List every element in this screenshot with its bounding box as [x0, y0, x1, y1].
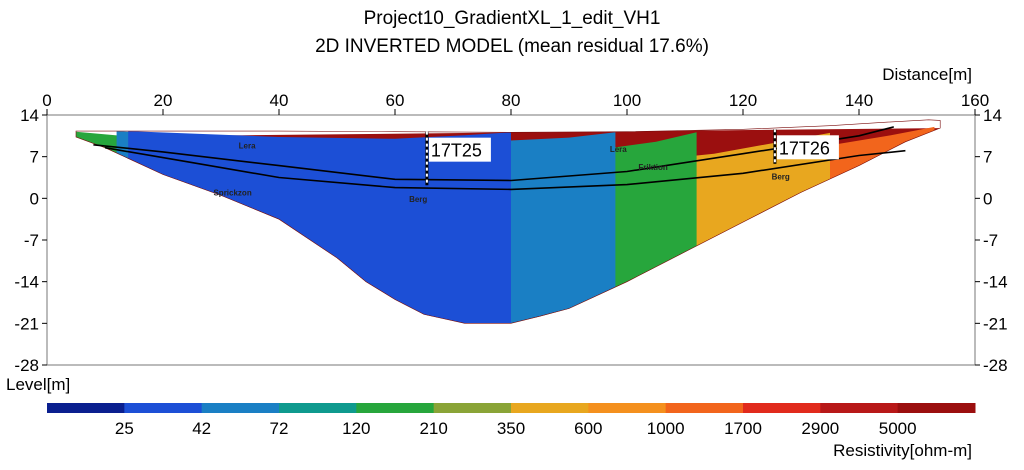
x-axis-label: Distance[m] [882, 65, 972, 84]
y-tick-label-left: 0 [30, 189, 39, 208]
colorbar-tick-label: 120 [342, 419, 370, 438]
colorbar-swatch [201, 403, 280, 413]
x-tick-label: 100 [613, 91, 641, 110]
x-tick-label: 0 [42, 91, 51, 110]
colorbar-tick-label: 600 [574, 419, 602, 438]
y-tick-label-left: 7 [30, 148, 39, 167]
colorbar-swatch [588, 403, 667, 413]
interpretation-line-lower [104, 146, 906, 191]
y-tick-label-left: -7 [24, 231, 39, 250]
resistivity-layer [128, 131, 511, 324]
colorbar-swatch [47, 403, 125, 413]
colorbar-tick-label: 1000 [647, 419, 685, 438]
x-tick-label: 40 [270, 91, 289, 110]
chart-title: Project10_GradientXL_1_edit_VH1 [363, 8, 661, 29]
colorbar-tick-label: 2900 [801, 419, 839, 438]
annotation-label: Berg [409, 195, 427, 204]
y-tick-label-left: -28 [14, 356, 39, 375]
colorbar-tick-label: 1700 [724, 419, 762, 438]
colorbar-tick-label: 210 [419, 419, 447, 438]
colorbar-swatch [279, 403, 357, 413]
x-tick-label: 160 [961, 91, 989, 110]
annotation-label: Lera [239, 141, 256, 150]
annotation-label: Friktion [638, 163, 667, 172]
model-section-outline [75, 119, 941, 324]
colorbar-tick-label: 350 [497, 419, 525, 438]
y-tick-label-right: 7 [983, 148, 992, 167]
colorbar-swatch [897, 403, 976, 413]
y-tick-label-right: -7 [983, 231, 998, 250]
y-tick-label-right: -28 [983, 356, 1008, 375]
borehole-label: 17T26 [779, 138, 830, 158]
y-tick-label-right: 0 [983, 189, 992, 208]
colorbar-swatch [511, 403, 589, 413]
colorbar-tick-label: 72 [270, 419, 289, 438]
y-axis-label: Level[m] [6, 375, 70, 394]
y-tick-label-right: 14 [983, 106, 1002, 125]
borehole-label-box [776, 135, 839, 160]
colorbar-label: Resistivity[ohm-m] [833, 441, 972, 460]
annotation-label: Berg [772, 172, 790, 181]
annotation-label: Lera [610, 145, 627, 154]
colorbar-swatch [356, 403, 435, 413]
colorbar-swatch [743, 403, 821, 413]
y-tick-label-right: -21 [983, 314, 1008, 333]
y-tick-label-left: -21 [14, 314, 39, 333]
x-tick-label: 60 [386, 91, 405, 110]
x-tick-label: 140 [845, 91, 873, 110]
colorbar-swatch [124, 403, 203, 413]
borehole-label: 17T25 [431, 141, 482, 161]
colorbar-swatch [820, 403, 899, 413]
colorbar-tick-label: 25 [115, 419, 134, 438]
chart-subtitle: 2D INVERTED MODEL (mean residual 17.6%) [315, 36, 709, 57]
y-tick-label-left: -14 [14, 273, 39, 292]
x-tick-label: 20 [154, 91, 173, 110]
colorbar-tick-label: 42 [192, 419, 211, 438]
colorbar-swatch [665, 403, 744, 413]
y-tick-label-left: 14 [20, 106, 39, 125]
x-tick-label: 120 [729, 91, 757, 110]
colorbar-swatch [433, 403, 512, 413]
x-tick-label: 80 [502, 91, 521, 110]
borehole-label-box [428, 137, 491, 162]
annotation-label: Sprickzon [213, 188, 251, 197]
colorbar-tick-label: 5000 [879, 419, 917, 438]
y-tick-label-right: -14 [983, 273, 1008, 292]
